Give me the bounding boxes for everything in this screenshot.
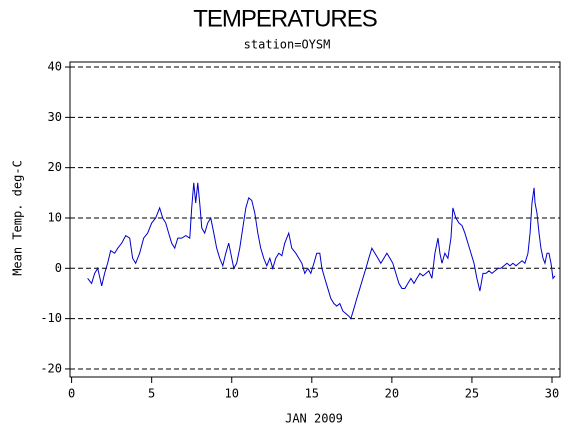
x-tick-label: 20 — [385, 387, 399, 401]
y-tick-label: -20 — [40, 361, 62, 375]
plot-frame — [69, 61, 561, 378]
y-tick-label: 30 — [48, 110, 62, 124]
chart-title: TEMPERATURES — [193, 5, 377, 32]
x-axis-label: JAN 2009 — [285, 412, 343, 426]
data-line — [87, 182, 556, 320]
x-tick-label: 10 — [225, 387, 239, 401]
y-tick-label: 40 — [48, 60, 62, 74]
x-tick-label: 15 — [305, 387, 319, 401]
x-tick-label: 25 — [465, 387, 479, 401]
x-tick-label: 0 — [68, 387, 75, 401]
chart-subtitle: station=OYSM — [244, 38, 331, 52]
y-axis-label: Mean Temp. deg-C — [11, 160, 25, 276]
y-tick-label: -10 — [40, 311, 62, 325]
y-tick-label: 10 — [48, 210, 62, 224]
x-tick-label: 30 — [545, 387, 559, 401]
y-tick-label: 0 — [55, 261, 62, 275]
y-tick-label: 20 — [48, 160, 62, 174]
x-tick-label: 5 — [148, 387, 155, 401]
